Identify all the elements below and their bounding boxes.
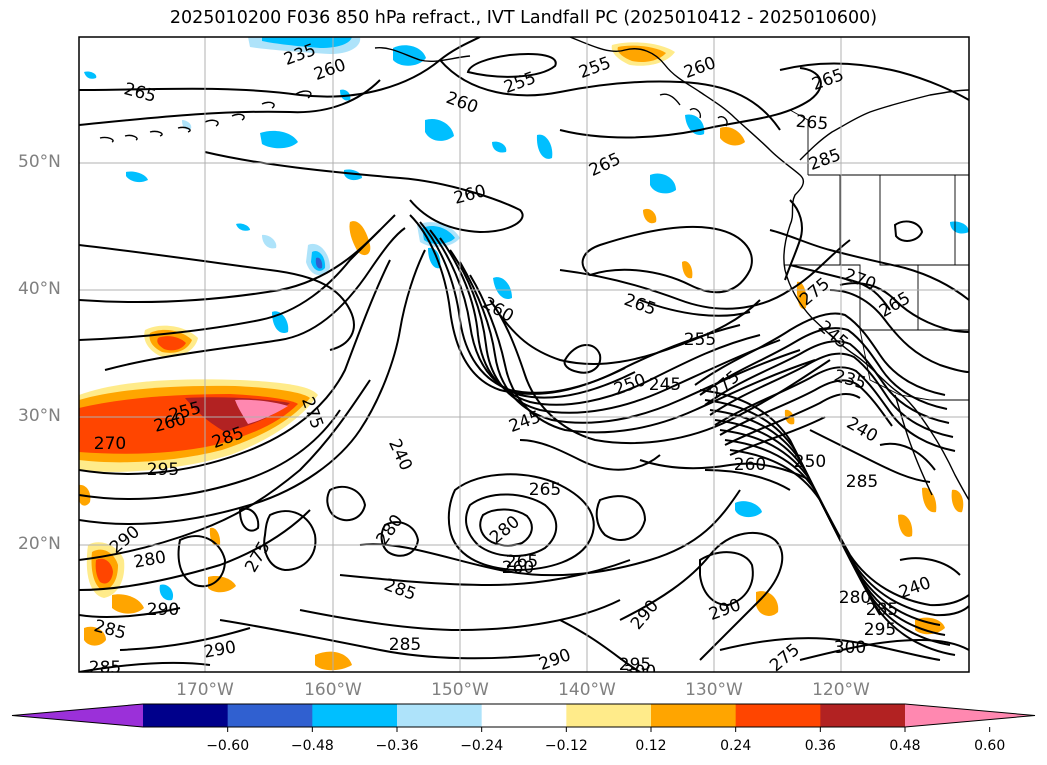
colorbar-tick-label: −0.12 — [544, 738, 588, 754]
contour-label: 295 — [619, 655, 651, 675]
colorbar-tick-label: −0.60 — [206, 738, 250, 754]
lat-label-40n: 40°N — [18, 279, 61, 299]
colorbar-tick-label: 0.48 — [889, 738, 921, 754]
contour-label: 245 — [649, 375, 681, 395]
colorbar-extension-max — [905, 704, 1035, 727]
lon-label-130w: 130°W — [685, 680, 743, 700]
colorbar-segment — [227, 704, 313, 727]
contour-label: 265 — [506, 552, 538, 572]
colorbar-tick-label: 0.24 — [720, 738, 752, 754]
lon-label-160w: 160°W — [304, 680, 362, 700]
colorbar-segment — [143, 704, 229, 727]
map-frame — [78, 36, 970, 673]
lat-label-20n: 20°N — [18, 534, 61, 554]
colorbar-tick-label: 0.60 — [974, 738, 1006, 754]
contour-label: 285 — [866, 600, 898, 620]
colorbar-tick-label: 0.12 — [635, 738, 667, 754]
contour-label: 265 — [529, 480, 561, 500]
contour-label: 285 — [389, 635, 421, 655]
contour-label: 270 — [94, 434, 126, 454]
colorbar-extension-min — [12, 704, 143, 727]
contour-label: 280 — [839, 588, 871, 608]
lon-label-170w: 170°W — [176, 680, 234, 700]
colorbar-segment — [735, 704, 821, 727]
refractivity-contours — [79, 37, 969, 672]
graticule — [79, 37, 969, 672]
colorbar-tick-label: −0.24 — [460, 738, 504, 754]
colorbar-tick-label: −0.36 — [375, 738, 419, 754]
contour-label: 260 — [734, 455, 766, 475]
lon-label-150w: 150°W — [431, 680, 489, 700]
coastlines — [99, 37, 969, 501]
colorbar-segment — [312, 704, 398, 727]
lon-label-120w: 120°W — [812, 680, 870, 700]
colorbar-segment — [820, 704, 906, 727]
positive-anomaly-shading — [79, 42, 964, 671]
colorbar — [11, 703, 1036, 732]
lon-label-140w: 140°W — [558, 680, 616, 700]
contour-label: 255 — [684, 330, 716, 350]
map-plot-area — [79, 37, 969, 672]
negative-anomaly-shading — [84, 37, 969, 601]
contour-label: 285 — [846, 472, 878, 492]
contour-label: 250 — [794, 452, 826, 472]
colorbar-outline — [11, 703, 1036, 728]
contour-label: 300 — [834, 638, 866, 658]
lat-label-30n: 30°N — [18, 406, 61, 426]
colorbar-segment — [397, 704, 483, 727]
contour-label: 295 — [864, 620, 896, 640]
lat-label-50n: 50°N — [18, 152, 61, 172]
colorbar-tick-label: −0.48 — [290, 738, 334, 754]
contour-label: 285 — [89, 658, 121, 678]
contour-label: 265 — [795, 112, 829, 135]
contour-label: 260 — [502, 558, 534, 578]
map-title: 2025010200 F036 850 hPa refract., IVT La… — [169, 8, 878, 28]
colorbar-segment — [566, 704, 652, 727]
political-borders — [785, 109, 969, 401]
contour-label: 290 — [147, 600, 179, 620]
colorbar-segment — [481, 704, 567, 727]
contour-label: 295 — [147, 460, 179, 480]
contour-label: 300 — [624, 662, 656, 682]
colorbar-tick-label: 0.36 — [804, 738, 836, 754]
colorbar-segment — [651, 704, 737, 727]
